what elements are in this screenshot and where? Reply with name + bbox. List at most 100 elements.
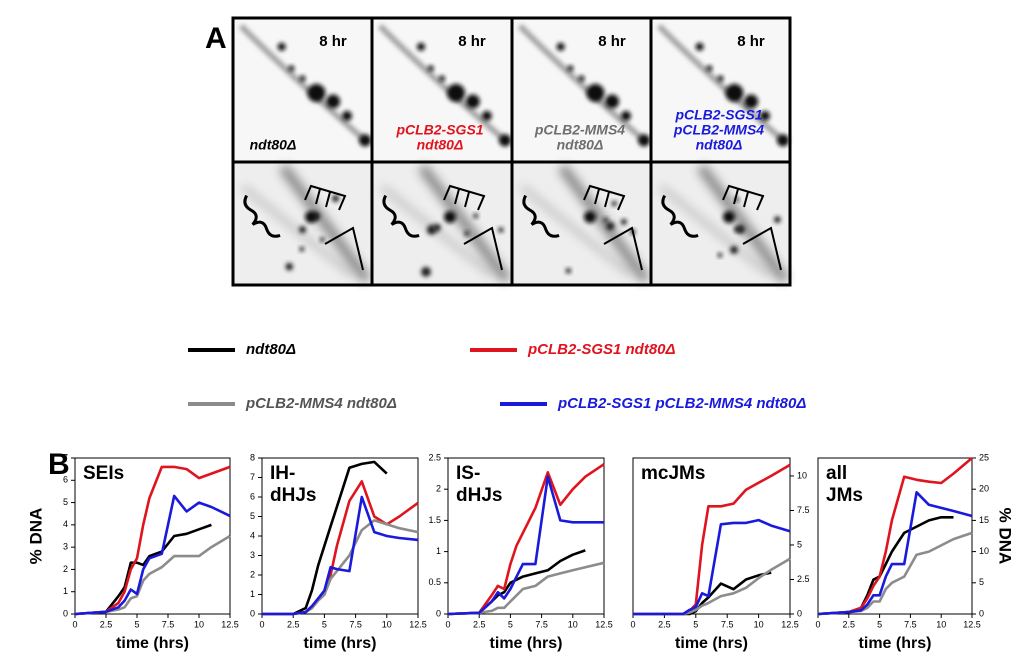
gel-spot	[605, 94, 620, 109]
x-tick-label: 0	[815, 619, 820, 629]
y-tick-label: 5	[797, 539, 802, 549]
series-line	[262, 460, 388, 616]
gel-spot	[447, 83, 465, 102]
gel-smear	[696, 164, 790, 283]
gel-spot	[706, 65, 713, 72]
gel-spot	[421, 266, 431, 277]
gel-spot	[427, 65, 434, 72]
series-line	[447, 475, 604, 616]
x-axis-label: time (hrs)	[304, 635, 377, 652]
series-line	[817, 516, 954, 616]
gel-spot	[499, 134, 511, 147]
gel-spot	[299, 75, 306, 82]
gel-spot	[473, 213, 479, 219]
y-tick-label: 6	[63, 475, 68, 485]
time-label: 8 hr	[598, 33, 626, 50]
x-axis-label: time (hrs)	[490, 635, 563, 652]
gel-spot	[444, 211, 456, 223]
x-tick-label: 10	[936, 619, 946, 629]
x-tick-label: 12.5	[963, 619, 981, 629]
series-line	[262, 495, 419, 616]
gel-spot	[288, 65, 295, 72]
gel-spot	[319, 237, 325, 243]
gel-smear	[238, 23, 369, 145]
series-line	[74, 534, 231, 616]
x-tick-label: 0	[630, 619, 635, 629]
strain-label: pCLB2-MMS4	[534, 122, 625, 138]
strain-label: ndt80Δ	[250, 137, 297, 153]
x-tick-label: 0	[445, 619, 450, 629]
gel-spot	[332, 195, 340, 203]
bracket	[443, 184, 486, 211]
y-tick-label: 2	[63, 564, 68, 574]
time-label: 8 hr	[319, 33, 347, 50]
chart-title: dHJs	[456, 485, 502, 506]
x-tick-label: 10	[568, 619, 578, 629]
plot-frame	[447, 457, 605, 615]
y-tick-label: 0	[63, 608, 68, 618]
gel-spot	[307, 83, 326, 102]
gel-smear	[517, 23, 648, 145]
y-tick-label: 8	[250, 452, 255, 462]
y-tick-label: 3	[250, 550, 255, 560]
x-tick-label: 12.5	[409, 619, 427, 629]
chart-title: SEIs	[83, 463, 124, 484]
x-tick-label: 10	[754, 619, 764, 629]
gel-spot	[565, 268, 572, 274]
legend-label: pCLB2-SGS1 pCLB2-MMS4 ndt80Δ	[557, 395, 806, 412]
x-tick-label: 0	[259, 619, 264, 629]
gel-smear	[377, 23, 509, 145]
gel-spot	[298, 226, 307, 234]
brace	[382, 194, 420, 238]
y-tick-label: 10	[979, 546, 989, 556]
y-tick-label: 4	[63, 519, 68, 529]
gel-spot	[439, 75, 445, 82]
series-line	[817, 457, 973, 616]
chart-title: mcJMs	[641, 463, 705, 484]
gel-spot	[725, 83, 744, 102]
gel-frame	[649, 160, 792, 287]
series-line	[817, 491, 973, 616]
brace	[243, 194, 281, 238]
gel-smear	[656, 23, 787, 145]
series-line	[633, 518, 791, 616]
y-tick-label: 7.5	[797, 505, 810, 515]
gel-spot	[605, 221, 615, 231]
gel-spot	[567, 65, 574, 72]
strain-label: pCLB2-SGS1	[395, 122, 483, 138]
y-axis-label: % DNA	[996, 508, 1015, 565]
y-tick-label: 0	[797, 608, 802, 618]
gel-spot	[777, 134, 790, 147]
gel-smear	[241, 185, 354, 277]
y-tick-label: 5	[63, 497, 68, 507]
x-tick-label: 2.5	[658, 619, 671, 629]
y-tick-label: 20	[979, 484, 989, 494]
legend-label: ndt80Δ	[246, 341, 296, 358]
gel-spot	[464, 230, 470, 236]
y-tick-label: 1	[63, 586, 68, 596]
x-tick-label: 7.5	[904, 619, 917, 629]
gel-spot	[305, 211, 317, 223]
y-tick-label: 5	[250, 511, 255, 521]
gel-spot	[277, 42, 286, 51]
gel-spot	[586, 83, 605, 102]
y-tick-label: 3	[63, 542, 68, 552]
strain-label: pCLB2-MMS4	[673, 122, 764, 138]
panel-label: B	[48, 448, 70, 481]
gel-spot	[326, 94, 341, 109]
chart-title: dHJs	[270, 485, 316, 506]
y-tick-label: 25	[979, 452, 989, 462]
gel-spot	[744, 94, 759, 109]
chart-title: JMs	[826, 485, 863, 506]
y-tick-label: 1	[436, 546, 441, 556]
gel-spot	[498, 227, 504, 233]
y-tick-label: 4	[250, 530, 255, 540]
x-tick-label: 2.5	[473, 619, 486, 629]
x-tick-label: 5	[134, 619, 139, 629]
series-line	[74, 523, 212, 616]
brace	[661, 194, 699, 238]
gel-smear	[418, 163, 511, 284]
brace	[522, 194, 560, 238]
y-tick-label: 2	[250, 569, 255, 579]
